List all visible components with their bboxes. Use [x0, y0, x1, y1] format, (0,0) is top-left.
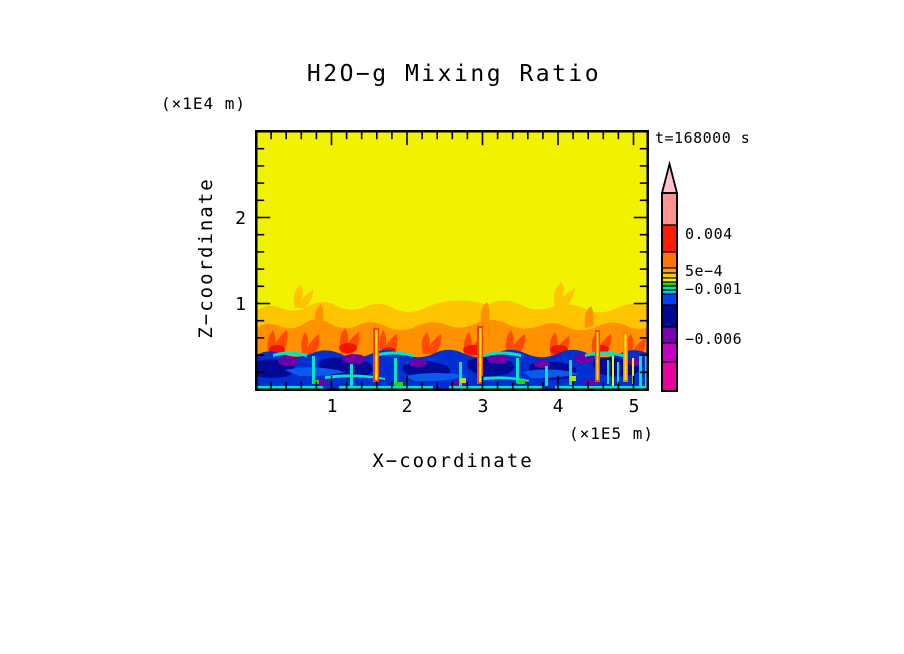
x-axis-title: X−coordinate	[372, 450, 534, 472]
plot-frame	[255, 130, 649, 391]
colorbar-overflow-arrow	[660, 160, 679, 194]
heatmap-plot-area	[255, 130, 649, 391]
downdraft-jets	[373, 326, 647, 386]
colorbar-segments	[661, 192, 678, 392]
orange-tongues	[314, 302, 594, 328]
x-tick-label-3: 3	[477, 396, 489, 417]
x-tick-label-2: 2	[401, 396, 413, 417]
colorbar	[660, 160, 679, 392]
colorbar-label-5e-4: 5e−4	[685, 262, 724, 280]
z-tick-label-2: 2	[235, 208, 246, 229]
chart-title: H2O−g Mixing Ratio	[306, 61, 602, 87]
x-tick-label-5: 5	[628, 396, 640, 417]
z-tick-label-1: 1	[235, 294, 246, 315]
z-axis-title: Z−coordinate	[195, 177, 217, 339]
axis-tick-marks	[257, 132, 647, 389]
cyan-filaments	[255, 351, 649, 390]
time-stamp-label: t=168000 s	[655, 129, 751, 147]
colorbar-frame	[661, 192, 678, 392]
x-tick-label-4: 4	[552, 396, 564, 417]
x-tick-label-1: 1	[326, 396, 338, 417]
purple-pockets	[278, 354, 644, 386]
colorbar-label-0004: 0.004	[685, 225, 733, 243]
z-axis-unit-label: (×1E4 m)	[161, 94, 247, 113]
colorbar-label-neg0006: −0.006	[685, 330, 743, 348]
x-axis-unit-label: (×1E5 m)	[568, 424, 654, 443]
colorbar-label-neg0001: −0.001	[685, 280, 743, 298]
